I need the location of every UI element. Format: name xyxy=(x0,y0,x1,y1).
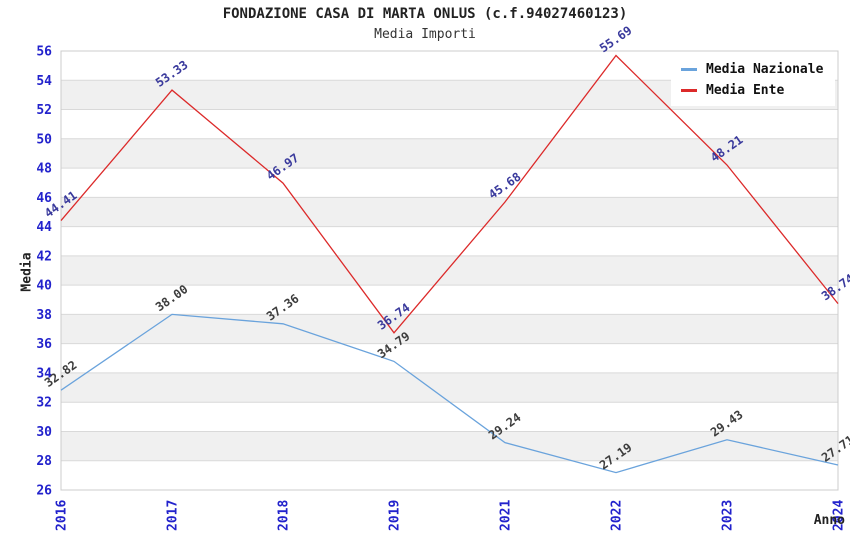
svg-text:48: 48 xyxy=(36,162,52,177)
svg-text:46: 46 xyxy=(36,191,52,206)
svg-text:32: 32 xyxy=(36,396,52,411)
svg-text:38.00: 38.00 xyxy=(153,282,191,314)
svg-text:30: 30 xyxy=(36,425,52,440)
legend: Media Nazionale Media Ente xyxy=(671,56,836,106)
svg-text:56: 56 xyxy=(36,45,52,60)
y-axis-title: Media xyxy=(19,252,35,292)
svg-text:40: 40 xyxy=(36,279,52,294)
svg-text:42: 42 xyxy=(36,249,52,264)
svg-text:2021: 2021 xyxy=(499,500,514,531)
chart-subtitle: Media Importi xyxy=(374,27,476,42)
svg-text:28: 28 xyxy=(36,454,52,469)
svg-text:26: 26 xyxy=(36,484,52,499)
svg-text:2016: 2016 xyxy=(55,500,70,531)
legend-label: Media Nazionale xyxy=(706,62,824,77)
svg-text:50: 50 xyxy=(36,132,52,147)
svg-text:54: 54 xyxy=(36,74,52,89)
legend-item-media-nazionale: Media Nazionale xyxy=(681,62,823,77)
legend-item-media-ente: Media Ente xyxy=(681,83,823,98)
svg-text:38: 38 xyxy=(36,308,52,323)
svg-text:2017: 2017 xyxy=(166,500,181,531)
svg-text:36: 36 xyxy=(36,337,52,352)
svg-text:2019: 2019 xyxy=(388,500,403,531)
legend-label: Media Ente xyxy=(706,83,785,98)
svg-text:44: 44 xyxy=(36,220,52,235)
svg-text:2018: 2018 xyxy=(277,500,292,531)
media-ente-line-swatch xyxy=(681,89,697,92)
svg-text:2023: 2023 xyxy=(721,500,736,531)
svg-text:2022: 2022 xyxy=(610,500,625,531)
chart-title: FONDAZIONE CASA DI MARTA ONLUS (c.f.9402… xyxy=(222,6,628,22)
x-axis-title: Anno xyxy=(813,513,845,528)
svg-text:34: 34 xyxy=(36,366,52,381)
media-nazionale-line-swatch xyxy=(681,68,697,71)
svg-text:52: 52 xyxy=(36,103,52,118)
svg-text:2024: 2024 xyxy=(832,500,847,531)
